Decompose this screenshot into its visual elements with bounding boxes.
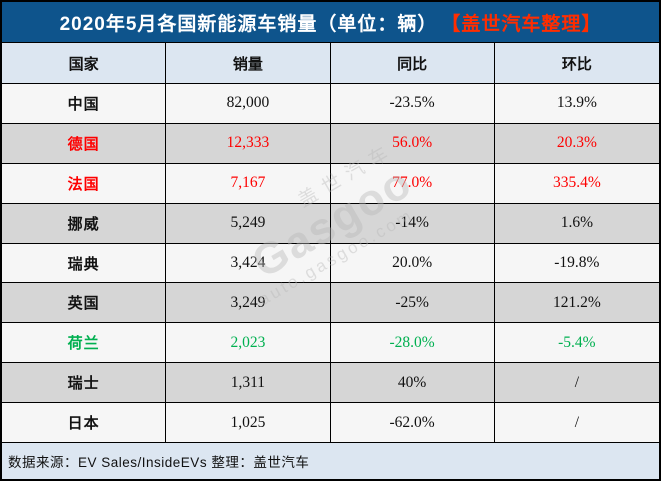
country-cell: 日本: [2, 403, 167, 443]
value-cell: /: [574, 373, 580, 391]
page-title: 2020年5月各国新能源车销量（单位：辆）: [59, 13, 438, 35]
source-note-text: 数据来源：EV Sales/InsideEVs 整理：盖世汽车: [8, 455, 310, 470]
value-cell: -14%: [331, 203, 495, 243]
value-cell: -23.5%: [331, 84, 495, 123]
value-cell: 1,311: [166, 363, 331, 403]
value-cell: 77.0%: [331, 163, 495, 203]
value-cell: -5.4%: [558, 333, 596, 351]
table-row: 荷兰 2,023 -28.0% -5.4%: [2, 322, 659, 363]
value-cell: -19.8%: [554, 254, 600, 271]
source-note-bar: 数据来源：EV Sales/InsideEVs 整理：盖世汽车: [2, 442, 659, 479]
country-cell: 瑞士: [2, 363, 167, 403]
table-row: 瑞士 1,311 40% /: [2, 362, 659, 403]
table-row: 瑞典 3,424 20.0% -19.8%: [2, 242, 659, 283]
country-cell: 瑞典: [2, 243, 167, 283]
title-source-tag: 【盖世汽车整理】: [441, 13, 602, 35]
table-row: 英国 3,249 -25% 121.2%: [2, 282, 659, 323]
title-bar: 2020年5月各国新能源车销量（单位：辆） 【盖世汽车整理】: [2, 2, 659, 43]
value-cell: 13.9%: [556, 94, 597, 112]
value-cell: 2,023: [166, 323, 331, 363]
value-cell: 3,249: [166, 283, 331, 323]
country-cell: 德国: [2, 123, 167, 163]
country-cell: 挪威: [2, 203, 167, 243]
value-cell: 5,249: [166, 203, 331, 243]
value-cell: 1.6%: [560, 214, 594, 232]
column-header-country: 国家: [2, 43, 167, 83]
value-cell: 40%: [331, 363, 495, 403]
value-cell: 82,000: [166, 84, 331, 123]
value-cell: 12,333: [166, 123, 331, 163]
value-cell: /: [574, 413, 580, 431]
country-cell: 法国: [2, 163, 167, 203]
value-cell: -28.0%: [331, 323, 495, 363]
country-cell: 荷兰: [2, 323, 167, 363]
value-cell: 20.3%: [556, 134, 597, 152]
value-cell: 56.0%: [331, 123, 495, 163]
column-header-yoy: 同比: [331, 43, 495, 83]
value-cell: 1,025: [166, 403, 331, 443]
table-row: 中国 82,000 -23.5% 13.9%: [2, 83, 659, 123]
column-header-sales: 销量: [166, 43, 331, 83]
value-cell: 20.0%: [331, 243, 495, 283]
value-cell: -25%: [331, 283, 495, 323]
value-cell: 121.2%: [552, 293, 601, 311]
value-cell: 7,167: [166, 163, 331, 203]
column-header-row: 国家 销量 同比 环比: [2, 43, 659, 83]
table-row: 法国 7,167 77.0% 335.4%: [2, 162, 659, 203]
column-header-mom: 环比: [561, 55, 592, 73]
value-cell: 335.4%: [552, 174, 601, 192]
table-row: 日本 1,025 -62.0% /: [2, 402, 659, 443]
value-cell: 3,424: [166, 243, 331, 283]
country-cell: 英国: [2, 283, 167, 323]
country-cell: 中国: [2, 84, 167, 123]
table-row: 德国 12,333 56.0% 20.3%: [2, 122, 659, 163]
value-cell: -62.0%: [331, 403, 495, 443]
table-row: 挪威 5,249 -14% 1.6%: [2, 202, 659, 243]
table-body: 中国 82,000 -23.5% 13.9% 德国 12,333 56.0% 20.3% 法国 7…: [2, 83, 659, 443]
